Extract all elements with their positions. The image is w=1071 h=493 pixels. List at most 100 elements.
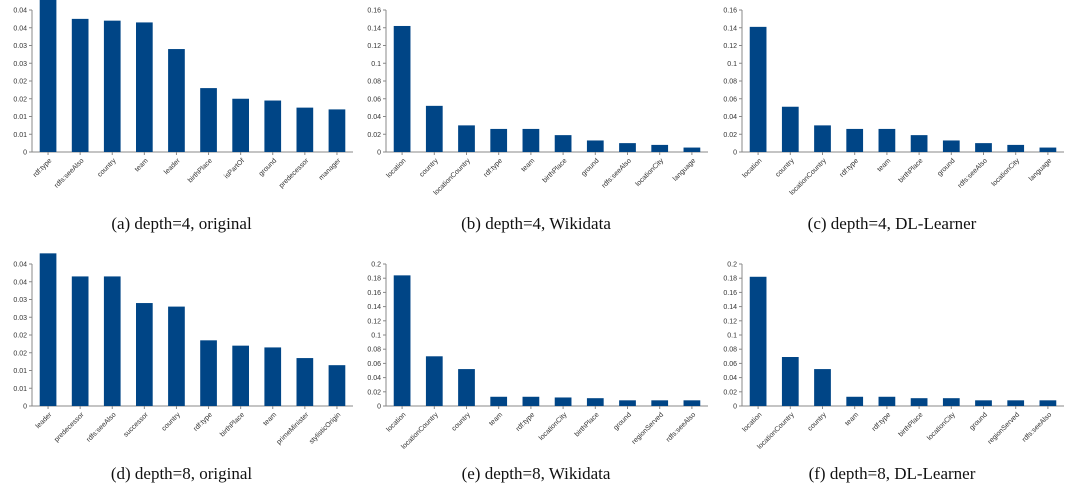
- x-tick-label: leader: [35, 411, 54, 430]
- x-tick-label: ground: [258, 157, 278, 177]
- x-tick-label: rdf:type: [871, 411, 893, 433]
- y-tick-label: 0.14: [367, 304, 381, 311]
- y-tick-label: 0.14: [367, 25, 381, 32]
- x-tick-label: location: [741, 411, 763, 433]
- x-tick-label: leader: [163, 157, 182, 176]
- y-tick-label: 0.02: [723, 389, 737, 396]
- x-tick-label: birthPlace: [898, 157, 925, 184]
- bar: [1039, 147, 1057, 152]
- bar-chart-c: 0 0.02 0.04 0.06 0.08 0.1 0.12 0.14 0.16 location…: [723, 8, 1064, 197]
- chart-panel-c: 0 0.02 0.04 0.06 0.08 0.1 0.12 0.14 0.16 location…: [714, 4, 1070, 244]
- caption-c: (c) depth=4, DL-Learner: [807, 214, 977, 233]
- y-tick-label: 0.14: [723, 304, 737, 311]
- x-tick-label: location: [385, 157, 407, 179]
- chart-panel-a: 0 0.01 0.01 0.02 0.02 0.03 0.03 0.04 0.04 rdf:typ…: [4, 0, 359, 244]
- x-tick-label: country: [451, 411, 473, 433]
- x-tick-label: birthPlace: [542, 157, 569, 184]
- chart-panel-f: 0 0.02 0.04 0.06 0.08 0.1 0.12 0.14 0.16 0.18 0.2 l…: [714, 258, 1070, 493]
- bar: [393, 275, 411, 406]
- x-tick-label: team: [134, 157, 150, 173]
- chart-panel-d: 0 0.01 0.01 0.02 0.02 0.03 0.03 0.04 0.04 leader p…: [4, 253, 359, 493]
- y-tick-label: 0.04: [367, 375, 381, 382]
- bar: [328, 365, 346, 406]
- bar: [136, 303, 153, 406]
- x-tick-label: rdf:type: [515, 411, 537, 433]
- x-tick-label: regionServed: [987, 411, 1021, 445]
- bar: [328, 109, 346, 152]
- x-tick-label: rdfs:seeAlso: [665, 411, 697, 443]
- y-tick-label: 0.06: [367, 96, 381, 103]
- bar: [71, 18, 89, 152]
- y-tick-label: 0.12: [367, 43, 381, 50]
- x-tick-label: successor: [123, 411, 151, 439]
- caption-d: (d) depth=8, original: [110, 464, 253, 483]
- x-tick-label: locationCity: [538, 411, 569, 442]
- bar: [651, 144, 669, 152]
- y-tick-label: 0: [377, 150, 381, 157]
- bar: [910, 398, 928, 406]
- caption-f: (f) depth=8, DL-Learner: [808, 464, 976, 483]
- caption-a: (a) depth=4, original: [111, 214, 252, 233]
- bar: [425, 105, 443, 152]
- y-tick-label: 0.2: [371, 262, 381, 269]
- bar: [749, 26, 767, 152]
- bar: [846, 128, 864, 152]
- y-tick-label: 0.01: [13, 386, 27, 393]
- x-tick-label: locationCity: [635, 157, 666, 188]
- y-tick-label: 0: [733, 404, 737, 411]
- bar: [458, 369, 475, 406]
- bar: [232, 98, 249, 152]
- y-tick-label: 0.14: [723, 25, 737, 32]
- y-tick-label: 0.12: [723, 43, 737, 50]
- y-tick-label: 0.06: [367, 361, 381, 368]
- caption-b: (b) depth=4, Wikidata: [461, 214, 611, 233]
- y-tick-label: 0.04: [13, 8, 27, 15]
- bar: [878, 128, 896, 152]
- bar: [1039, 400, 1057, 406]
- x-tick-label: language: [1028, 157, 1053, 182]
- y-tick-label: 0.03: [13, 61, 27, 68]
- y-tick-label: 0.02: [367, 389, 381, 396]
- bar: [296, 107, 314, 152]
- bar: [975, 400, 992, 406]
- y-tick-label: 0.12: [367, 318, 381, 325]
- y-tick-label: 0.1: [371, 61, 381, 68]
- x-tick-label: ground: [613, 411, 633, 431]
- y-tick-label: 0.04: [13, 279, 27, 286]
- x-tick-label: locationCity: [991, 157, 1022, 188]
- bar: [264, 100, 282, 152]
- y-tick-label: 0.08: [723, 79, 737, 86]
- bar-chart-e: 0 0.02 0.04 0.06 0.08 0.1 0.12 0.14 0.16 0.18 0.2 l…: [367, 262, 708, 451]
- bar: [136, 22, 153, 152]
- x-tick-label: team: [520, 157, 536, 173]
- bar: [846, 396, 864, 406]
- x-tick-label: country: [419, 157, 441, 179]
- x-tick-label: ground: [936, 157, 956, 177]
- y-tick-label: 0.16: [367, 8, 381, 15]
- y-tick-label: 0.01: [13, 368, 27, 375]
- x-tick-label: country: [807, 411, 829, 433]
- bar: [586, 398, 604, 406]
- x-tick-label: rdfs:seeAlso: [53, 157, 85, 189]
- x-tick-label: rdf:type: [32, 157, 54, 179]
- y-tick-label: 0.16: [723, 8, 737, 15]
- y-tick-label: 0.02: [723, 132, 737, 139]
- x-tick-label: location: [741, 157, 763, 179]
- bar: [554, 135, 572, 152]
- bar: [910, 135, 928, 152]
- x-tick-label: predecessor: [278, 157, 311, 190]
- bar: [458, 125, 475, 152]
- x-tick-label: stylisticOrigin: [308, 411, 342, 445]
- y-tick-label: 0.1: [727, 61, 737, 68]
- y-tick-label: 0.02: [13, 350, 27, 357]
- y-tick-label: 0.02: [13, 96, 27, 103]
- y-tick-label: 0.12: [723, 318, 737, 325]
- bar: [393, 25, 411, 153]
- bar: [103, 276, 121, 406]
- x-tick-label: rdf:type: [839, 157, 861, 179]
- x-tick-label: rdfs:seeAlso: [85, 411, 117, 443]
- x-tick-label: team: [262, 411, 278, 427]
- x-tick-label: team: [844, 411, 860, 427]
- x-tick-label: rdf:type: [483, 157, 505, 179]
